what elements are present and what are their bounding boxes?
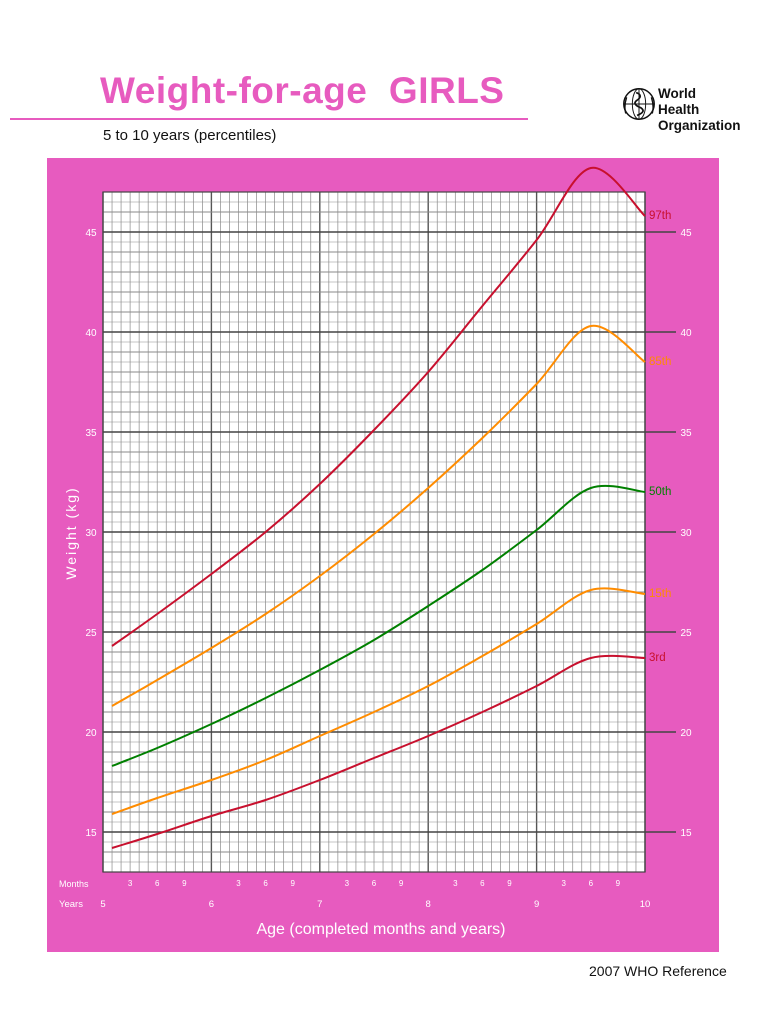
y-tick-label-right: 45 (680, 228, 692, 239)
org-name-line1: World Health (658, 86, 700, 117)
month-tick-label: 6 (372, 879, 377, 888)
years-row-label: Years (59, 899, 83, 910)
y-tick-label-right: 20 (680, 728, 692, 739)
grid-layer (102, 191, 676, 873)
series-line-97th (111, 166, 646, 647)
y-tick-label-right: 30 (680, 528, 692, 539)
month-tick-label: 9 (290, 879, 295, 888)
series-line-3rd (111, 654, 646, 849)
month-tick-label: 3 (128, 879, 133, 888)
month-tick-label: 3 (561, 879, 566, 888)
month-tick-label: 3 (453, 879, 458, 888)
year-tick-label: 8 (426, 899, 431, 910)
y-tick-label-left: 40 (85, 328, 97, 339)
who-emblem-icon (623, 88, 655, 120)
month-tick-label: 6 (155, 879, 160, 888)
series-line-50th (111, 484, 646, 767)
series-line-15th (111, 587, 646, 815)
y-axis-label: Weight (kg) (63, 486, 79, 579)
reference-note: 2007 WHO Reference (589, 963, 727, 979)
y-tick-label-left: 15 (85, 828, 97, 839)
y-tick-label-left: 25 (85, 628, 97, 639)
series-label-85th: 85th (649, 356, 671, 368)
month-tick-label: 9 (507, 879, 512, 888)
plot-border (102, 191, 646, 873)
chart-title: Weight-for-age GIRLS (100, 70, 505, 111)
month-tick-label: 3 (236, 879, 241, 888)
who-logo-block: World Health Organization (620, 84, 741, 133)
month-tick-label: 9 (182, 879, 187, 888)
series-label-3rd: 3rd (649, 652, 666, 664)
month-tick-label: 9 (616, 879, 621, 888)
y-tick-label-left: 45 (85, 228, 97, 239)
year-tick-label: 7 (317, 899, 322, 910)
x-axis-label: Age (completed months and years) (256, 921, 505, 938)
months-row-label: Months (59, 879, 89, 889)
month-tick-label: 6 (480, 879, 485, 888)
org-name-line2: Organization (658, 118, 741, 133)
y-tick-label-left: 30 (85, 528, 97, 539)
series-label-15th: 15th (649, 588, 671, 600)
year-tick-label: 10 (640, 899, 651, 910)
y-tick-label-left: 35 (85, 428, 97, 439)
y-tick-label-right: 15 (680, 828, 692, 839)
month-tick-label: 6 (589, 879, 594, 888)
month-tick-label: 6 (263, 879, 268, 888)
y-tick-label-right: 40 (680, 328, 692, 339)
series-label-50th: 50th (649, 486, 671, 498)
year-tick-label: 6 (209, 899, 214, 910)
y-tick-label-left: 20 (85, 728, 97, 739)
title-underline (10, 118, 528, 120)
month-tick-label: 9 (399, 879, 404, 888)
year-tick-label: 5 (100, 899, 105, 910)
y-tick-label-right: 25 (680, 628, 692, 639)
month-tick-label: 3 (345, 879, 350, 888)
year-tick-label: 9 (534, 899, 539, 910)
chart-subtitle: 5 to 10 years (percentiles) (103, 127, 277, 144)
series-layer: 97th 85th 50th 15th 3rd (111, 166, 671, 849)
series-label-97th: 97th (649, 210, 671, 222)
y-tick-label-right: 35 (680, 428, 692, 439)
series-line-85th (111, 324, 646, 707)
